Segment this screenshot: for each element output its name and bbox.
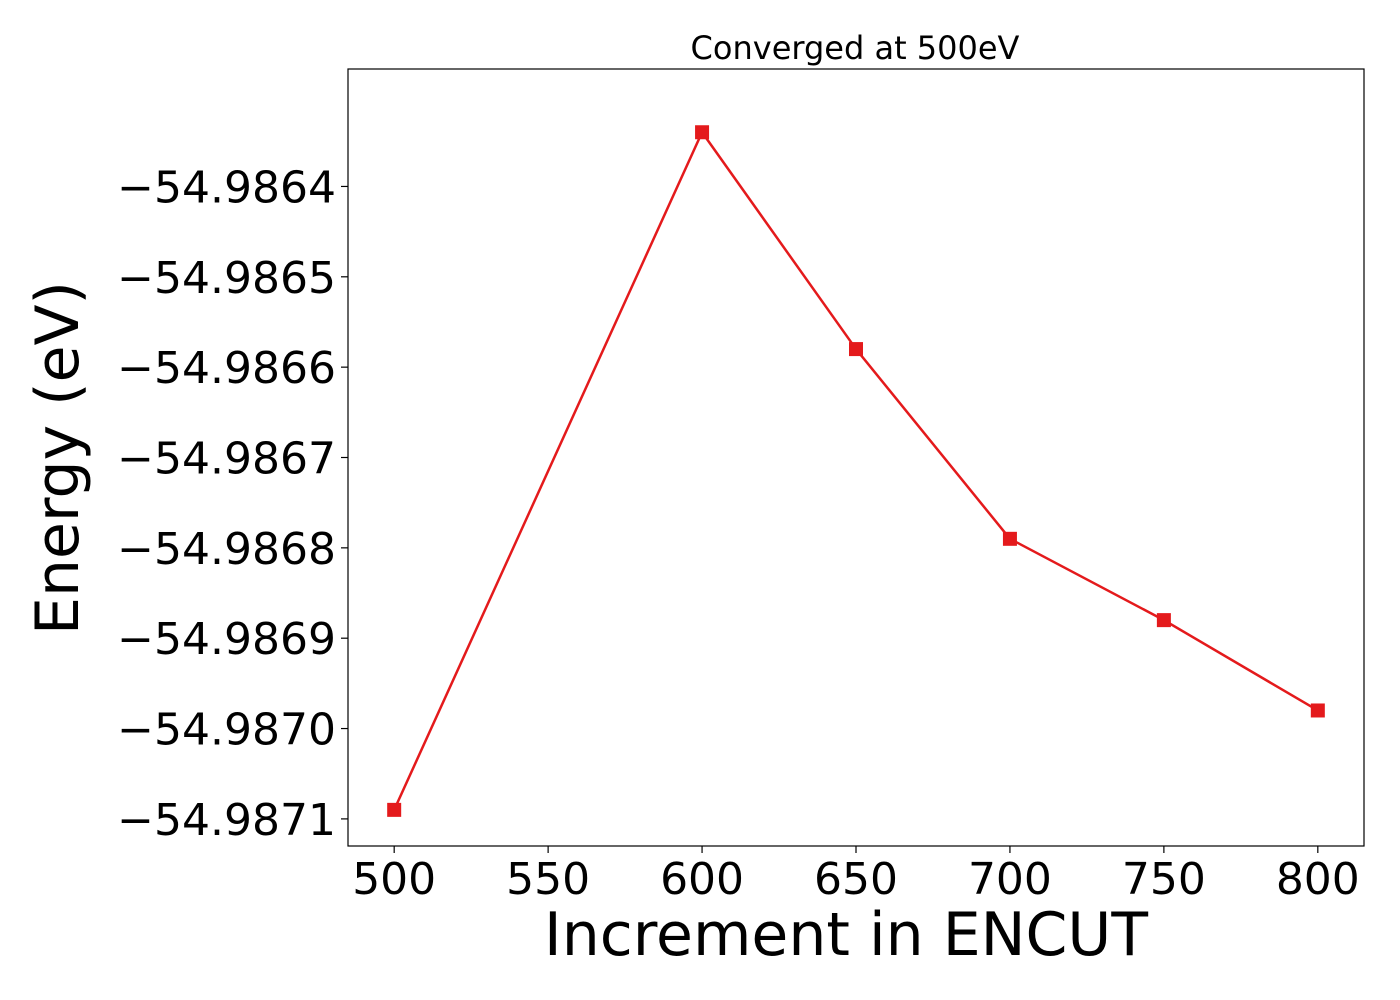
y-tick-label: −54.9867 — [117, 434, 336, 485]
x-tick-label: 750 — [1122, 854, 1206, 905]
series-line — [393, 130, 1319, 811]
x-tick-label: 700 — [968, 854, 1052, 905]
data-point-marker — [1002, 531, 1017, 546]
chart-title: Converged at 500eV — [691, 29, 1020, 67]
x-tick-label: 500 — [352, 854, 436, 905]
y-tick-label: −54.9868 — [117, 524, 336, 575]
plot-area: 500 550 600 650 700 750 800 −54.9864 −54.9865 −54… — [117, 68, 1365, 905]
data-point-marker — [695, 125, 710, 140]
y-tick-label: −54.9865 — [117, 253, 336, 304]
y-tick-label: −54.9864 — [117, 162, 336, 213]
y-tick-label: −54.9869 — [117, 614, 336, 665]
data-point-marker — [387, 802, 402, 817]
y-tick-label: −54.9866 — [117, 343, 336, 394]
x-tick-label: 550 — [506, 854, 590, 905]
x-tick-label: 600 — [660, 854, 744, 905]
data-point-marker — [849, 342, 863, 357]
x-tick-label: 800 — [1276, 854, 1360, 905]
data-point-marker — [1156, 613, 1171, 628]
data-point-marker — [1310, 703, 1325, 718]
plot-frame — [347, 68, 1365, 847]
x-tick-label: 650 — [814, 854, 898, 905]
y-axis-label: Energy (eV) — [23, 281, 93, 635]
y-tick-label: −54.9871 — [117, 795, 336, 846]
y-tick-label: −54.9870 — [117, 705, 336, 756]
x-axis-label: Increment in ENCUT — [544, 900, 1148, 970]
